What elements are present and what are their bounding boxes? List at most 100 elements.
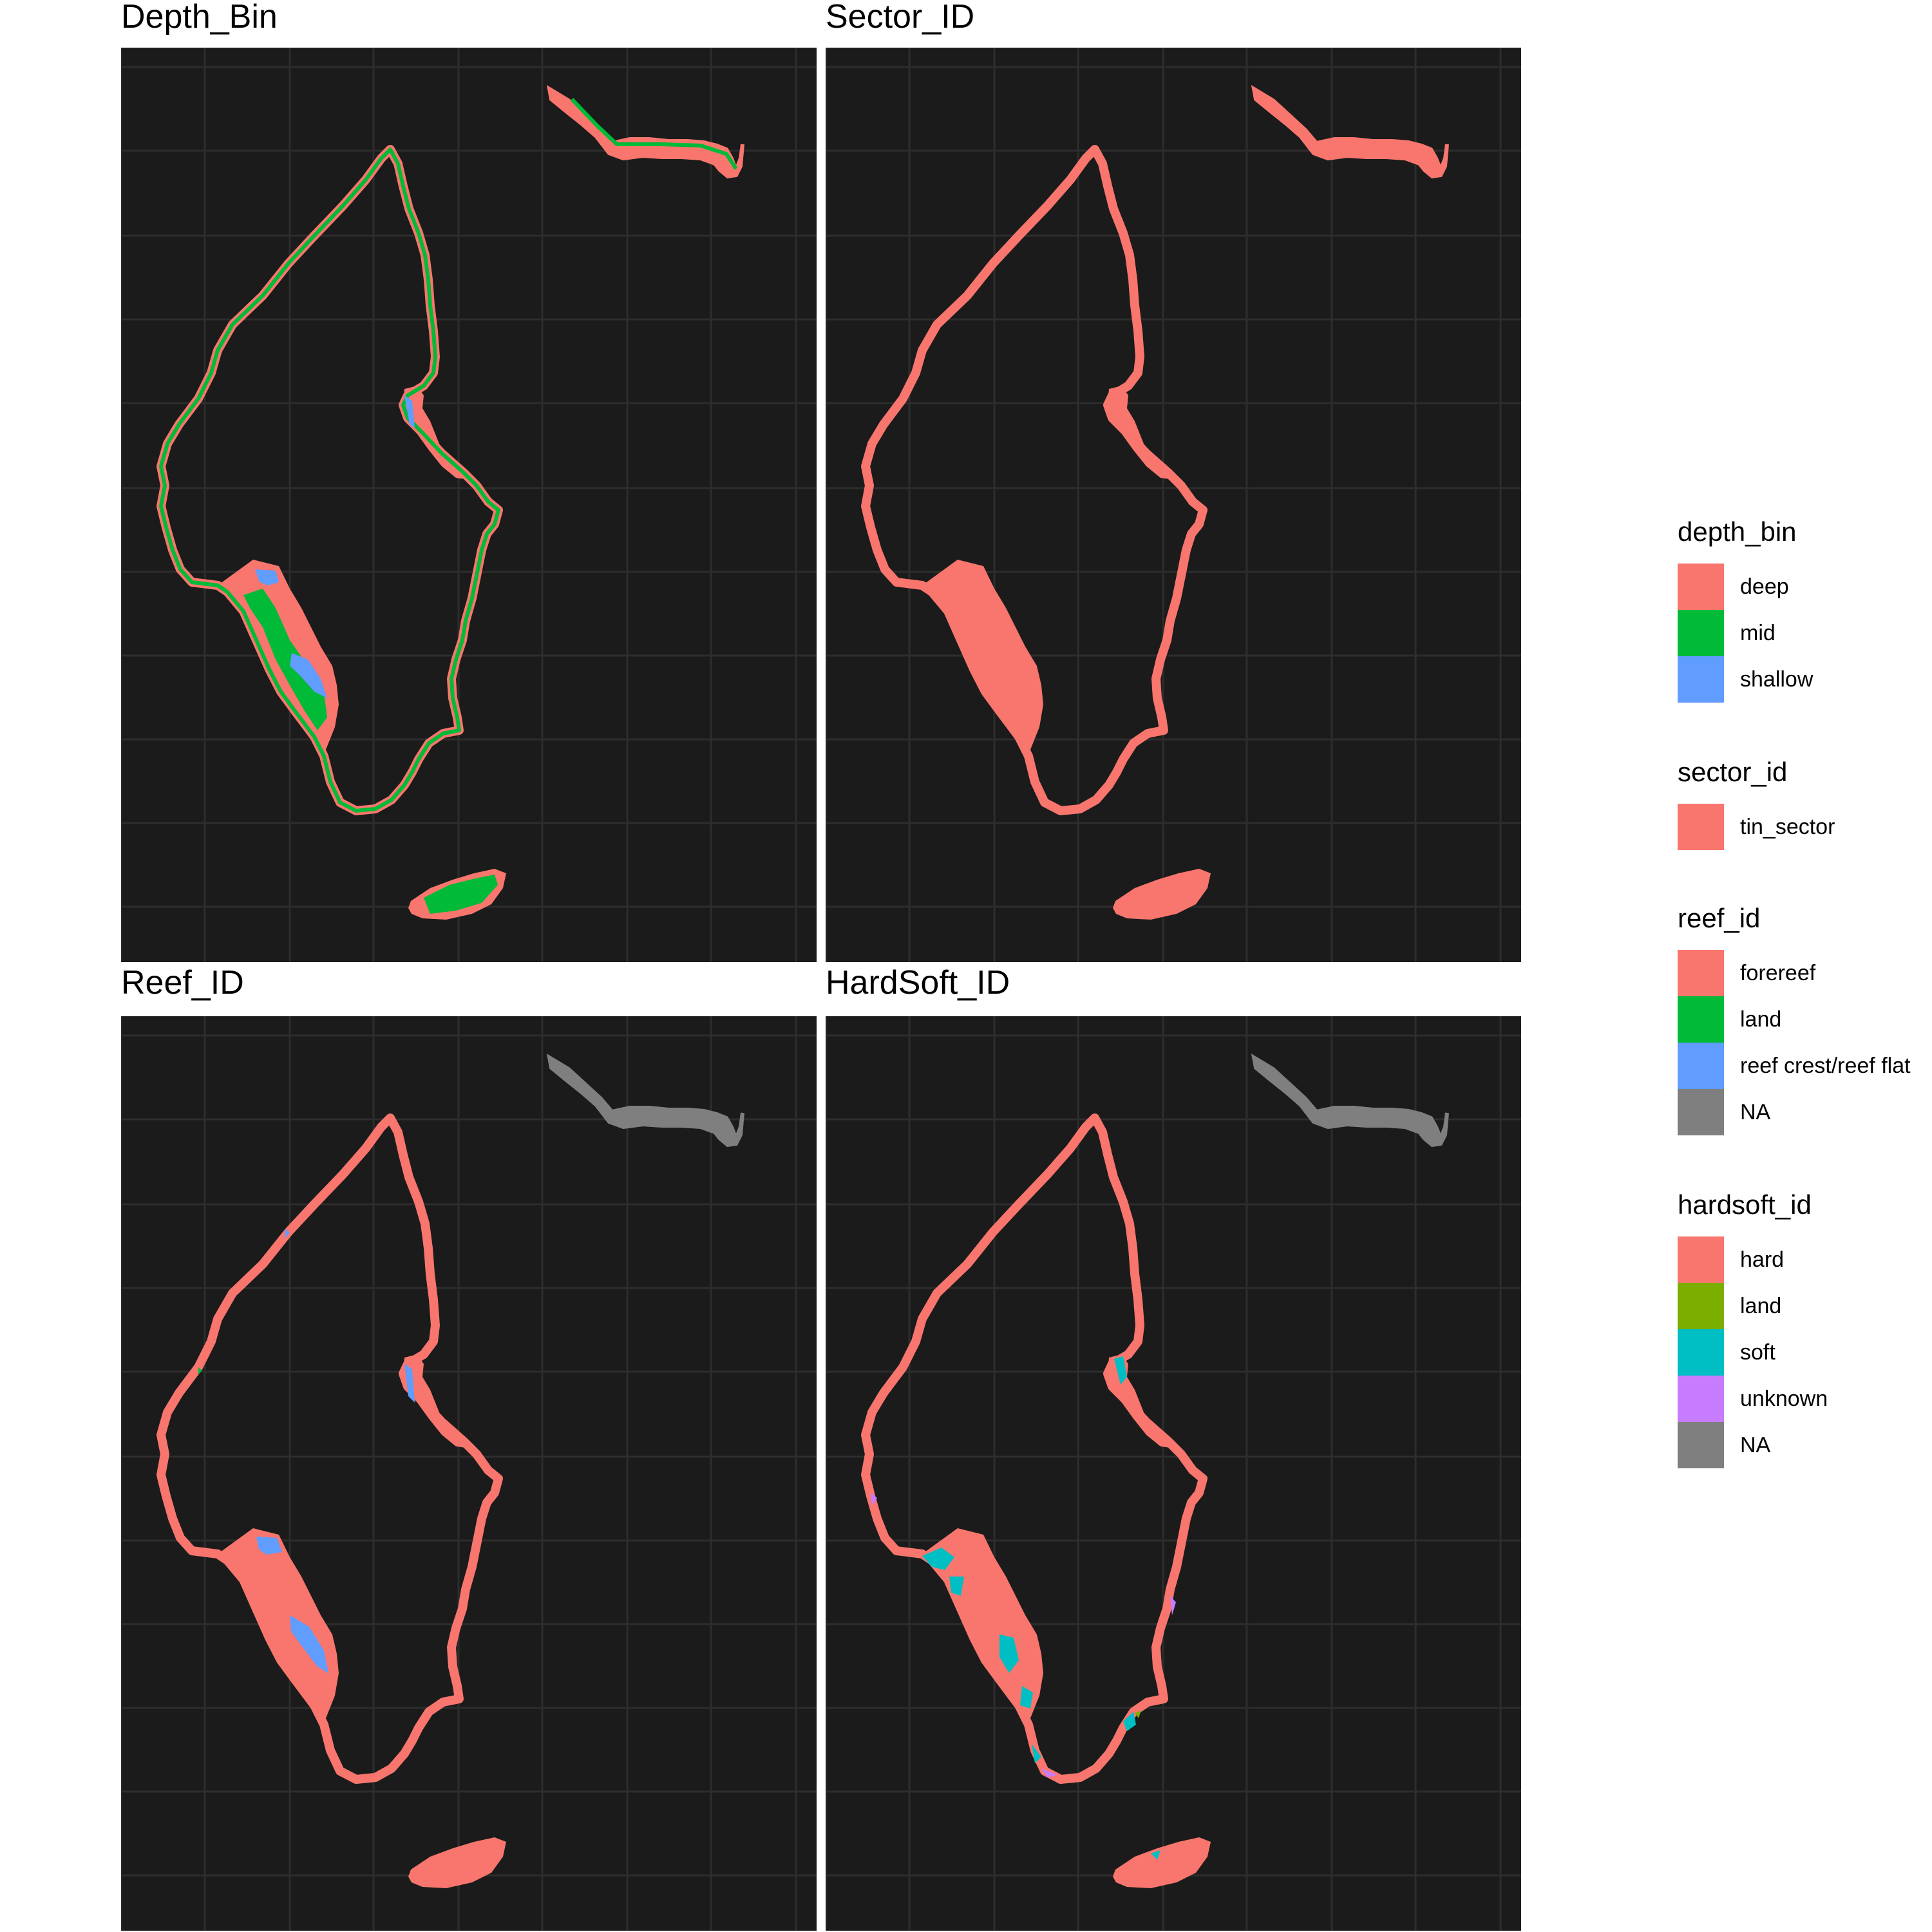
soft-patch — [949, 1577, 964, 1596]
west-reef-lobe — [922, 1528, 1043, 1718]
legend-label: mid — [1740, 620, 1776, 645]
legend-sector-id: sector_id tin_sector — [1678, 759, 1835, 850]
panel-title-reef-id: Reef_ID — [121, 964, 244, 1001]
legend-label: unknown — [1740, 1386, 1828, 1411]
reef-polygons — [156, 84, 744, 920]
legend-swatch — [1678, 564, 1724, 610]
reef-polygons — [156, 1053, 744, 1888]
legend-swatch — [1678, 1283, 1724, 1329]
legend-label: NA — [1740, 1432, 1771, 1457]
grid-lines — [826, 1016, 1521, 1931]
legend-label: forereef — [1740, 960, 1816, 985]
sector-id-map — [826, 48, 1521, 962]
grid-lines — [121, 48, 817, 962]
legend-label: land — [1740, 1007, 1782, 1032]
legend-title: depth_bin — [1678, 516, 1797, 547]
legend-label: soft — [1740, 1340, 1776, 1365]
legend-item-land: land — [1678, 996, 1911, 1043]
east-reef-lobe — [403, 1354, 466, 1448]
legend-swatch — [1678, 996, 1724, 1043]
hardsoft-id-map — [826, 1016, 1521, 1931]
southern-islet — [1113, 869, 1211, 920]
mid-depth-patch — [424, 875, 498, 914]
soft-patch — [1114, 1356, 1127, 1385]
legend-label: NA — [1740, 1099, 1771, 1124]
soft-patch — [1020, 1686, 1033, 1709]
map-panel-hardsoft-id — [826, 1016, 1521, 1931]
soft-patch — [1032, 1744, 1041, 1763]
legend-label: hard — [1740, 1247, 1785, 1272]
land-patch — [1135, 1710, 1141, 1718]
legend-item-soft: soft — [1678, 1329, 1828, 1376]
legend-item-tin-sector: tin_sector — [1678, 804, 1835, 850]
legend-swatch — [1678, 804, 1724, 850]
legend-swatch — [1678, 950, 1724, 996]
legend-label: reef crest/reef flat — [1740, 1053, 1911, 1078]
legend-hardsoft-id: hardsoft_id hard land soft unknown NA — [1678, 1191, 1828, 1468]
legend-swatch — [1678, 1376, 1724, 1422]
legend-item-hard: hard — [1678, 1236, 1828, 1283]
northeast-reef-arc — [546, 84, 744, 179]
legend-swatch — [1678, 1043, 1724, 1089]
northeast-reef-arc — [1251, 84, 1449, 179]
legend-item-shallow: shallow — [1678, 656, 1813, 703]
legend-swatch — [1678, 610, 1724, 656]
legend-item-land: land — [1678, 1283, 1828, 1329]
east-reef-lobe — [1108, 386, 1170, 479]
soft-patch — [999, 1634, 1019, 1673]
soft-patch — [922, 1548, 954, 1570]
reef-crest-patch — [404, 1364, 415, 1403]
legend-label: shallow — [1740, 667, 1814, 692]
legend-title: reef_id — [1678, 903, 1761, 933]
legend-item-na: NA — [1678, 1089, 1911, 1135]
legend-item-unknown: unknown — [1678, 1376, 1828, 1422]
west-reef-lobe — [922, 560, 1043, 750]
shallow-patch — [290, 653, 327, 698]
legend-swatch — [1678, 1422, 1724, 1468]
legend-title: hardsoft_id — [1678, 1189, 1812, 1220]
legend-item-reef-crest: reef crest/reef flat — [1678, 1043, 1911, 1089]
legend-depth-bin: depth_bin deep mid shallow — [1678, 518, 1813, 703]
west-reef-lobe — [218, 1528, 339, 1718]
legend-swatch — [1678, 1236, 1724, 1283]
legend-swatch — [1678, 1089, 1724, 1135]
legend-label: land — [1740, 1293, 1782, 1318]
soft-patch — [1123, 1712, 1136, 1731]
soft-patch — [1151, 1850, 1160, 1860]
map-panel-depth-bin — [121, 48, 817, 962]
southern-islet — [408, 1837, 506, 1888]
legend-item-forereef: forereef — [1678, 950, 1911, 996]
legend-item-mid: mid — [1678, 610, 1813, 656]
reef-polygons — [861, 1053, 1449, 1888]
legend-title: sector_id — [1678, 757, 1788, 787]
panel-title-hardsoft-id: HardSoft_ID — [826, 964, 1010, 1001]
reef-polygons — [861, 84, 1449, 920]
depth-bin-map — [121, 48, 817, 962]
legend-label: tin_sector — [1740, 814, 1835, 839]
map-panel-sector-id — [826, 48, 1521, 962]
mid-depth-band — [570, 97, 738, 170]
legend-item-deep: deep — [1678, 564, 1813, 610]
shallow-patch — [404, 395, 415, 428]
legend-label: deep — [1740, 574, 1789, 599]
northeast-reef-arc — [1251, 1053, 1449, 1148]
panel-title-depth-bin: Depth_Bin — [121, 0, 278, 35]
grid-lines — [121, 1016, 817, 1931]
shallow-patch — [255, 569, 279, 585]
panel-title-sector-id: Sector_ID — [826, 0, 975, 35]
map-panel-reef-id — [121, 1016, 817, 1931]
legend-item-na: NA — [1678, 1422, 1828, 1468]
unknown-patch — [1170, 1596, 1176, 1615]
unknown-patch — [1041, 1768, 1057, 1777]
reef-crest-patch — [290, 1615, 328, 1673]
reef-crest-patch — [256, 1537, 282, 1555]
land-patch — [198, 1367, 202, 1374]
mid-depth-patch — [243, 589, 327, 730]
reef-id-map — [121, 1016, 817, 1931]
east-reef-lobe — [403, 386, 466, 479]
southern-islet — [1113, 1837, 1211, 1888]
unknown-patch — [871, 1493, 877, 1506]
grid-lines — [826, 48, 1521, 962]
legend-swatch — [1678, 656, 1724, 703]
reef-crest-patch — [285, 1229, 290, 1238]
